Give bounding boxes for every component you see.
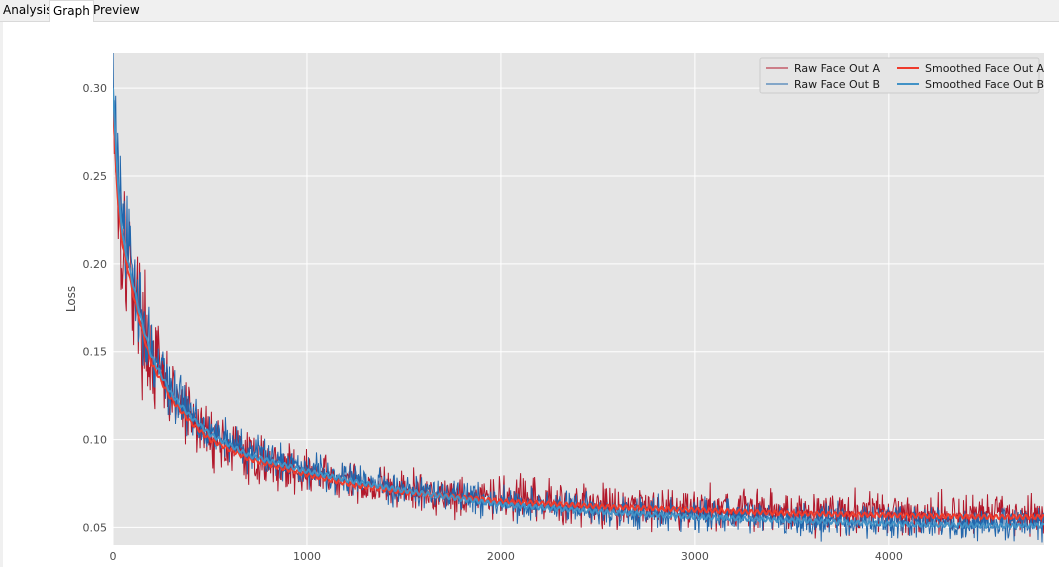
legend-label: Raw Face Out A [794,62,880,75]
loss-chart: 0 1000 2000 3000 4000 0.05 0.10 0.15 0.20 0.25 0.3… [64,53,1044,563]
tab-analysis[interactable]: Analysis [3,3,53,17]
tab-bar: Analysis Graph Preview [0,0,1059,22]
y-axis-label: Loss [64,286,78,312]
y-tick-label: 0.30 [83,82,108,95]
legend-label: Smoothed Face Out B [925,78,1044,91]
legend-label: Smoothed Face Out A [925,62,1044,75]
x-tick-label: 3000 [681,550,709,563]
tab-preview[interactable]: Preview [93,3,140,17]
x-tick-label: 4000 [875,550,903,563]
series-line-smoothed-face-out-b [113,87,1044,530]
y-tick-label: 0.15 [83,346,108,359]
y-tick-label: 0.05 [83,521,108,534]
y-tick-label: 0.10 [83,434,108,447]
y-tick-label: 0.20 [83,258,108,271]
graph-panel: 0 1000 2000 3000 4000 0.05 0.10 0.15 0.20 0.25 0.3… [3,22,1059,567]
x-tick-label: 0 [110,550,117,563]
plot-background [113,53,1044,545]
x-tick-label: 1000 [293,550,321,563]
legend-box [759,57,1040,94]
x-tick-label: 2000 [487,550,515,563]
legend-label: Raw Face Out B [794,78,880,91]
y-tick-label: 0.25 [83,170,108,183]
tab-graph[interactable]: Graph [49,0,94,22]
